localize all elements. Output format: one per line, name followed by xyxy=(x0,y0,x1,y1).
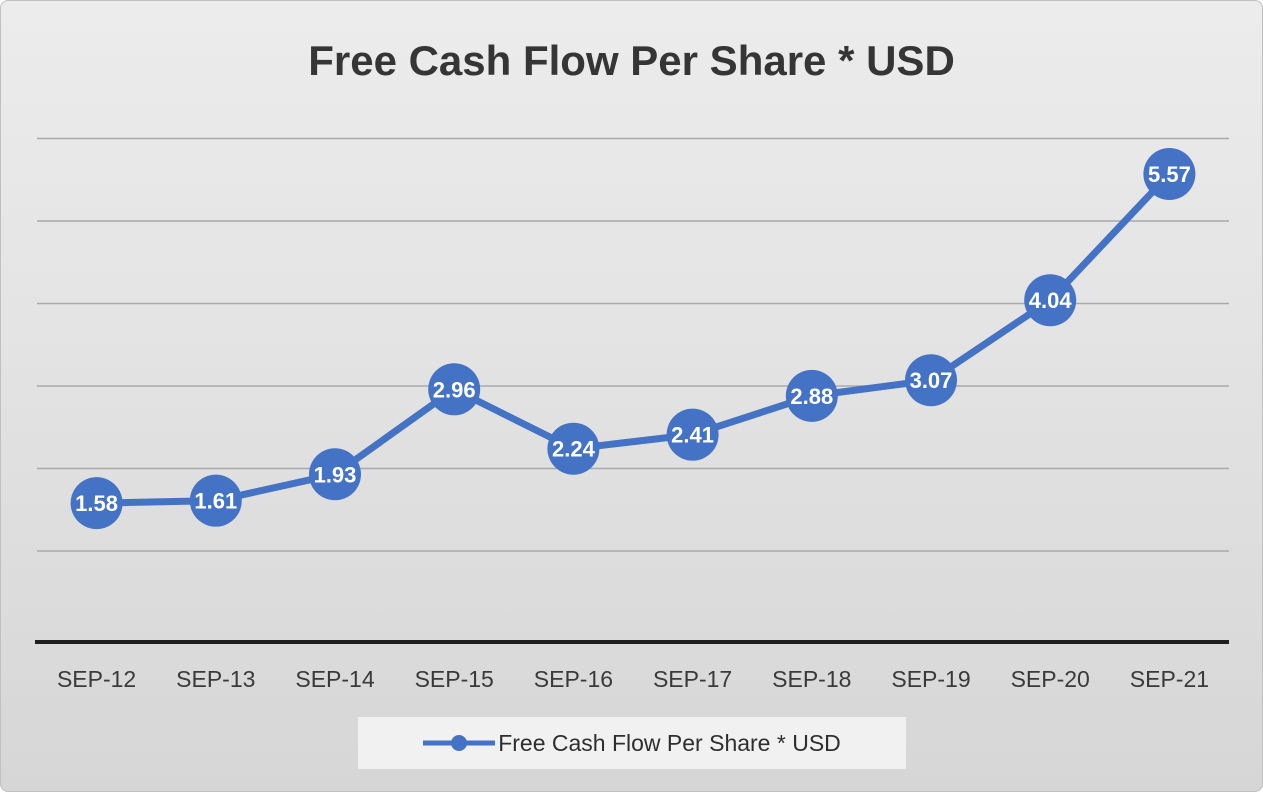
x-axis-label: SEP-18 xyxy=(772,666,851,692)
data-point-label: 2.24 xyxy=(552,437,596,462)
x-axis-label: SEP-20 xyxy=(1011,666,1090,692)
legend-line-marker-icon xyxy=(423,735,496,751)
chart-title: Free Cash Flow Per Share * USD xyxy=(308,37,955,84)
x-axis-label: SEP-15 xyxy=(415,666,494,692)
x-axis-label: SEP-12 xyxy=(57,666,136,692)
data-point-label: 3.07 xyxy=(910,368,953,393)
data-point-label: 2.96 xyxy=(433,377,476,402)
data-point-marker xyxy=(189,474,242,527)
x-axis-label: SEP-16 xyxy=(534,666,613,692)
data-point-marker xyxy=(547,422,600,475)
x-axis-label: SEP-21 xyxy=(1130,666,1209,692)
data-point-marker xyxy=(428,363,481,416)
x-axis-label: SEP-13 xyxy=(176,666,255,692)
data-point-marker xyxy=(785,369,838,422)
legend-label: Free Cash Flow Per Share * USD xyxy=(498,729,841,756)
data-point-marker xyxy=(1143,147,1196,200)
legend: Free Cash Flow Per Share * USD xyxy=(357,717,906,769)
data-point-label: 4.04 xyxy=(1029,288,1073,313)
data-point-label: 1.58 xyxy=(75,491,118,516)
data-point-label: 5.57 xyxy=(1148,162,1191,187)
data-point-label: 1.61 xyxy=(194,489,237,514)
data-point-marker xyxy=(70,477,123,530)
data-point-marker xyxy=(1024,274,1077,327)
x-axis-label: SEP-14 xyxy=(295,666,374,692)
data-point-marker xyxy=(666,408,719,461)
data-point-marker xyxy=(309,448,361,501)
series-line xyxy=(93,170,1173,507)
data-point-label: 1.93 xyxy=(314,462,357,487)
data-point-label: 2.88 xyxy=(790,384,833,409)
x-axis-label: SEP-19 xyxy=(891,666,970,692)
x-axis-label: SEP-17 xyxy=(653,666,732,692)
data-point-label: 2.41 xyxy=(671,423,714,448)
data-point-marker xyxy=(905,354,957,407)
